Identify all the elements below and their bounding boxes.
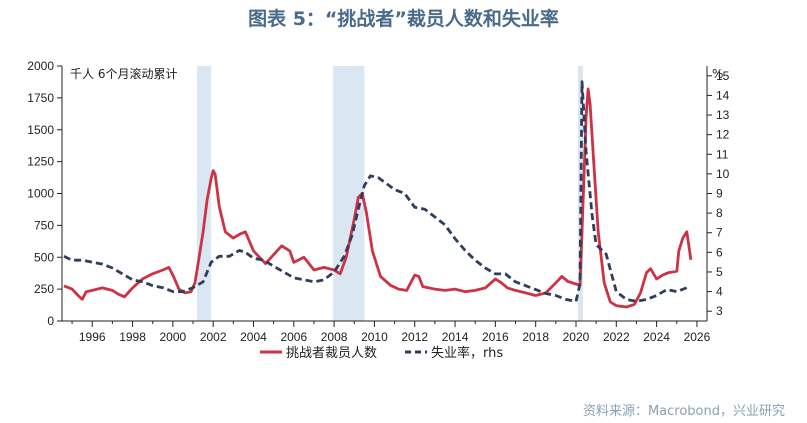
x-tick-label: 2022 [603, 330, 630, 344]
right-tick-label: 15 [716, 69, 730, 83]
series-line-layoffs [63, 87, 693, 309]
left-tick-label: 1750 [27, 91, 54, 105]
right-axis-unit-label: % [712, 67, 723, 81]
right-tick-label: 12 [716, 128, 730, 142]
recession-band-2 [578, 66, 584, 321]
chart-axes: 0 250 500 750 1000 1250 1500 1750 2000 3 4 5 6 7 8 9 10 1… [27, 59, 729, 344]
recession-bands [197, 66, 584, 321]
x-tick-label: 2010 [361, 330, 388, 344]
x-tick-label: 2006 [280, 330, 307, 344]
right-tick-label: 9 [716, 187, 723, 201]
chart-lines [63, 80, 693, 309]
legend-label-layoffs: 挑战者裁员人数 [286, 345, 377, 361]
legend-label-unemployment: 失业率，rhs [431, 345, 503, 361]
right-tick-label: 8 [716, 206, 723, 220]
right-tick-label: 3 [716, 304, 723, 318]
legend: 挑战者裁员人数 失业率，rhs [260, 345, 503, 361]
x-tick-label: 2012 [401, 330, 428, 344]
x-tick-label: 2016 [482, 330, 509, 344]
left-tick-label: 750 [34, 218, 54, 232]
right-tick-label: 5 [716, 265, 723, 279]
left-axis-unit-label: 千人 6个月滚动累计 [70, 66, 177, 81]
x-tick-label: 2024 [643, 330, 670, 344]
right-tick-label: 13 [716, 108, 730, 122]
right-tick-label: 4 [716, 285, 723, 299]
x-tick-label: 2002 [200, 330, 227, 344]
recession-band-0 [197, 66, 212, 321]
series-line-unemployment [63, 80, 688, 303]
left-tick-label: 2000 [27, 59, 54, 73]
left-tick-label: 250 [34, 282, 54, 296]
source-note: 资料来源：Macrobond，兴业研究 [582, 404, 785, 419]
right-tick-label: 11 [716, 147, 729, 161]
x-tick-label: 2018 [522, 330, 549, 344]
x-tick-label: 2014 [442, 330, 469, 344]
x-tick-label: 1998 [119, 330, 146, 344]
x-tick-label: 2020 [563, 330, 590, 344]
left-tick-label: 1500 [27, 123, 54, 137]
right-tick-label: 10 [716, 167, 730, 181]
recession-band-1 [333, 66, 365, 321]
chart-title: 图表 5：“挑战者”裁员人数和失业率 [248, 8, 559, 30]
right-tick-label: 14 [716, 88, 730, 102]
left-tick-label: 500 [34, 250, 54, 264]
left-tick-label: 1250 [27, 155, 54, 169]
x-tick-label: 2004 [240, 330, 267, 344]
right-tick-label: 7 [716, 226, 723, 240]
x-tick-label: 2026 [684, 330, 711, 344]
right-tick-label: 6 [716, 245, 723, 259]
left-tick-label: 1000 [27, 187, 54, 201]
x-tick-label: 1996 [79, 330, 106, 344]
x-tick-label: 2000 [160, 330, 187, 344]
left-tick-label: 0 [47, 314, 54, 328]
x-tick-label: 2008 [321, 330, 348, 344]
